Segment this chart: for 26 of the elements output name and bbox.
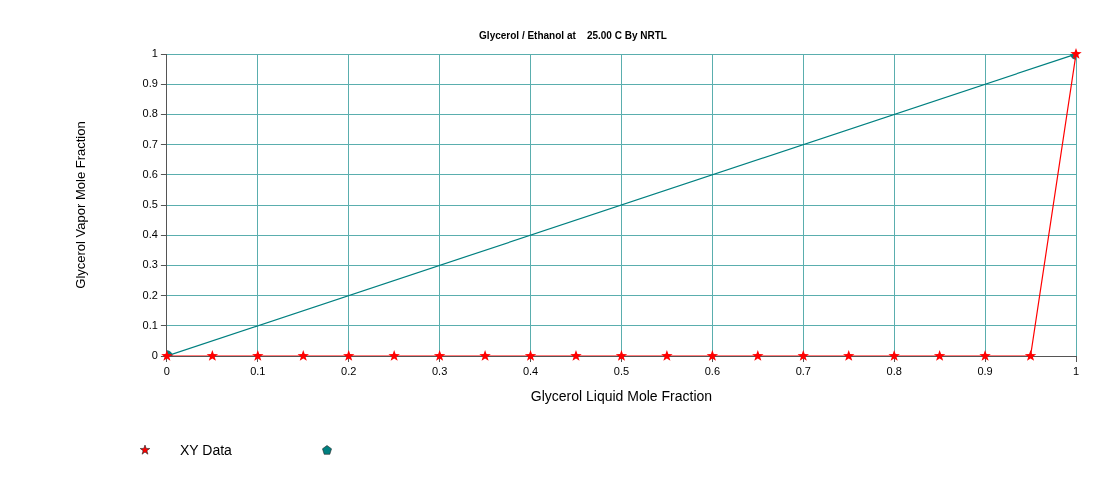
- chart-title: Glycerol / Ethanol at 25.00 C By NRTL: [479, 29, 667, 41]
- y-tick-label: 0.5: [142, 198, 158, 211]
- y-tick-label: 0.7: [142, 137, 158, 150]
- x-tick-label: 1: [1072, 364, 1080, 377]
- y-tick-label: 0: [151, 349, 158, 362]
- y-tick-label: 0.8: [142, 107, 158, 120]
- y-tick-label: 0.9: [142, 77, 158, 90]
- x-tick-label: 0.2: [341, 364, 357, 377]
- x-tick-label: 0.8: [886, 364, 902, 377]
- x-tick-label: 0.4: [522, 364, 539, 377]
- x-tick-label: 0.1: [250, 364, 266, 377]
- y-tick-label: 0.4: [142, 228, 158, 241]
- x-tick-label: 0.5: [613, 364, 630, 377]
- x-tick-label: 0.9: [977, 364, 993, 377]
- x-tick-label: 0: [163, 364, 170, 377]
- x-tick-label: 0.7: [795, 364, 811, 377]
- y-tick-label: 0.6: [142, 167, 158, 180]
- y-tick-label: 1: [151, 47, 158, 60]
- y-tick-label: 0.2: [142, 288, 158, 301]
- y-tick-label: 0.3: [142, 258, 158, 271]
- y-tick-label: 0.1: [142, 318, 158, 331]
- legend-label: XY Data: [180, 442, 232, 458]
- x-axis-title: Glycerol Liquid Mole Fraction: [530, 388, 713, 405]
- x-tick-label: 0.6: [704, 364, 721, 377]
- y-axis-title: Glycerol Vapor Mole Fraction: [73, 121, 89, 289]
- x-tick-label: 0.3: [431, 364, 448, 377]
